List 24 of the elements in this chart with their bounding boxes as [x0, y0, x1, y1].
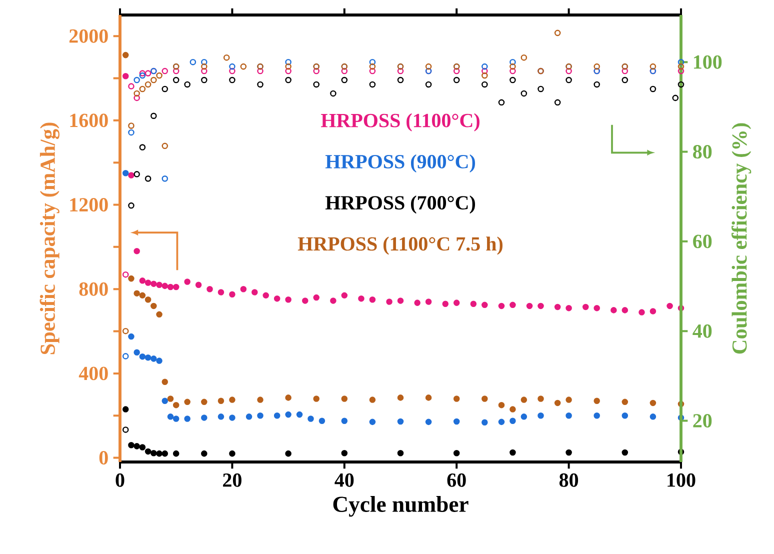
text: HRPOSS (1100°C)	[321, 113, 480, 132]
x-tick-label: 20	[223, 473, 242, 487]
y-tick-label: 1600	[70, 114, 108, 128]
y-tick-label: 1200	[70, 198, 108, 212]
y-tick-label: 0	[99, 451, 108, 465]
x-tick-label: 0	[116, 473, 124, 487]
x-axis-title: Cycle number	[333, 496, 468, 517]
y2-tick-label: 80	[693, 144, 712, 158]
y2-tick-label: 20	[693, 414, 712, 428]
y2-tick-label: 60	[693, 234, 712, 248]
text: HRPOSS (700°C)	[325, 195, 476, 214]
x-tick-label: 80	[559, 473, 578, 487]
y-tick-label: 2000	[69, 29, 108, 43]
x-tick-label: 60	[447, 473, 466, 487]
y-axis-title: Specific capacity (mAh/g)	[40, 122, 60, 354]
text: HRPOSS (1100°C 7.5 h)	[298, 236, 502, 255]
x-tick-label: 100	[668, 473, 696, 487]
y-tick-label: 800	[79, 282, 108, 296]
y2-tick-label: 40	[692, 324, 712, 338]
text: HRPOSS (900°C)	[325, 154, 476, 172]
y2-tick-label: 100	[694, 55, 722, 69]
x-tick-label: 40	[334, 473, 354, 487]
y-tick-label: 400	[78, 366, 108, 380]
y2-axis-title: Coulombic efficiency (%)	[732, 123, 752, 354]
